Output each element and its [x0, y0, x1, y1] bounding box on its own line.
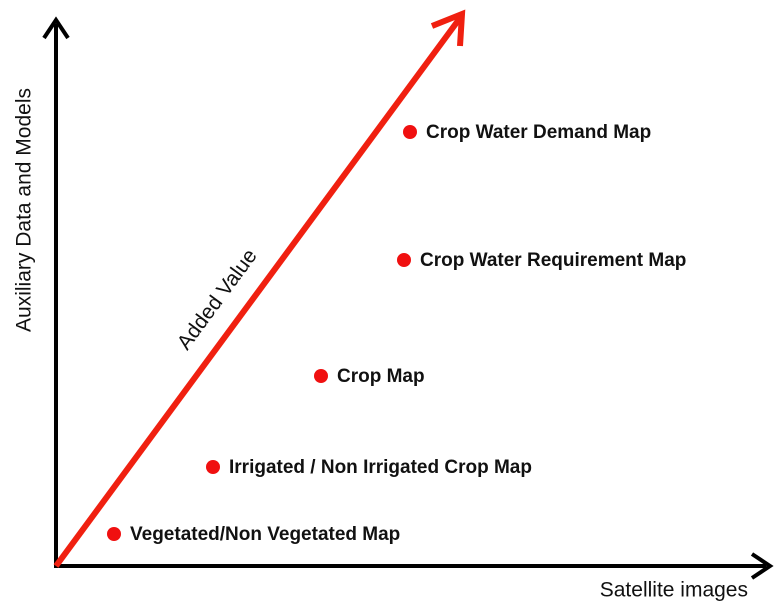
y-axis-label: Auxiliary Data and Models — [13, 88, 36, 332]
value-arrow — [53, 16, 463, 568]
point-label: Crop Water Requirement Map — [420, 250, 686, 271]
point-label: Vegetated/Non Vegetated Map — [130, 524, 400, 545]
point-dot — [397, 253, 411, 267]
x-axis-label: Satellite images — [600, 579, 748, 602]
y-axis-head — [42, 16, 70, 40]
point-dot — [314, 369, 328, 383]
arrow-label: Added Value — [173, 245, 262, 354]
x-axis-head — [750, 552, 774, 580]
point-dot — [403, 125, 417, 139]
value-arrow-head — [430, 9, 466, 47]
point-label: Crop Map — [337, 366, 425, 387]
point-label: Irrigated / Non Irrigated Crop Map — [229, 457, 532, 478]
point-dot — [206, 460, 220, 474]
point-label: Crop Water Demand Map — [426, 122, 651, 143]
points: Vegetated/Non Vegetated Map Irrigated / N… — [107, 122, 686, 545]
point-dot — [107, 527, 121, 541]
